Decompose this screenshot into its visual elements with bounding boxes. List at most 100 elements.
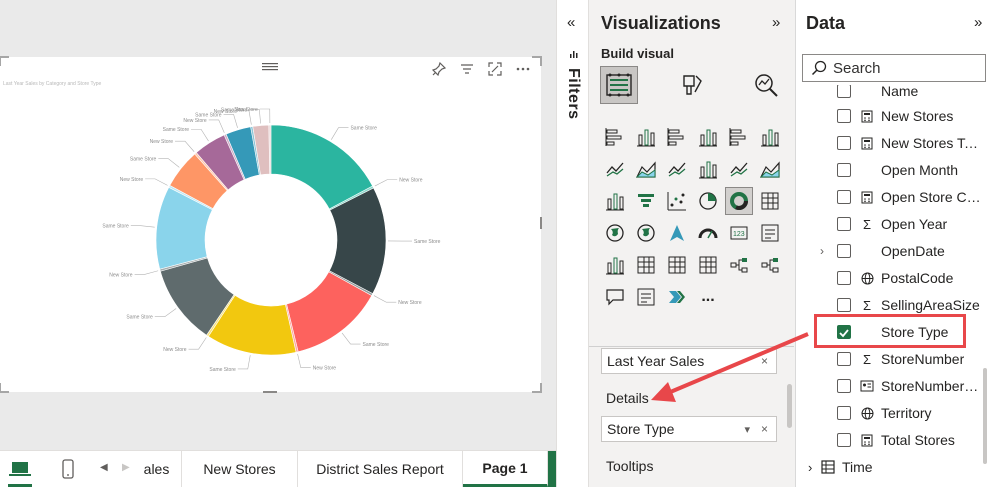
treemap-icon[interactable] (756, 187, 784, 215)
analytics-mode-button[interactable] (747, 66, 785, 104)
pin-icon[interactable] (431, 61, 447, 77)
format-visual-mode-button[interactable] (673, 66, 711, 104)
donut-chart-visual[interactable]: Last Year Sales by Category and Store Ty… (0, 56, 542, 393)
filter-icon[interactable] (459, 61, 475, 77)
field-storenumber[interactable]: Σ StoreNumber (796, 347, 986, 371)
field-checkbox[interactable] (837, 109, 851, 123)
expand-visualizations-icon[interactable]: » (772, 14, 781, 31)
map-icon[interactable] (601, 219, 629, 247)
details-field-chip[interactable]: Store Type ▾ × (601, 416, 777, 442)
field-postalcode[interactable]: PostalCode (796, 266, 986, 290)
gauge-icon[interactable] (694, 219, 722, 247)
power-automate-icon[interactable] (663, 283, 691, 311)
resize-handle-top-right[interactable] (532, 56, 542, 66)
clustered-column-icon[interactable] (694, 123, 722, 151)
stacked-column-icon[interactable] (632, 123, 660, 151)
donut-chart-icon[interactable] (725, 187, 753, 215)
field-name[interactable]: Name (796, 85, 986, 103)
field-checkbox[interactable] (837, 136, 851, 150)
remove-values-field-icon[interactable]: × (760, 354, 768, 368)
page-tab-store-sales[interactable]: ales (132, 451, 182, 487)
qa-icon[interactable] (601, 283, 629, 311)
resize-handle-bottom-left[interactable] (0, 383, 9, 393)
field-checkbox[interactable] (837, 244, 851, 258)
decomposition-tree-icon[interactable] (725, 251, 753, 279)
field-open-store-count[interactable]: Open Store Count (796, 185, 986, 209)
resize-handle-bottom-right[interactable] (532, 383, 542, 393)
donut-slice[interactable] (268, 124, 272, 175)
visualizations-scrollbar[interactable] (787, 384, 792, 428)
field-storenumbername[interactable]: StoreNumberName (796, 374, 986, 398)
field-sellingareasize[interactable]: Σ SellingAreaSize (796, 293, 986, 317)
key-influencers-icon[interactable] (756, 251, 784, 279)
remove-details-field-icon[interactable]: × (760, 422, 768, 436)
page-tab-district-sales-report[interactable]: District Sales Report (298, 451, 463, 487)
collapse-filters-icon[interactable]: « (567, 14, 576, 31)
field-checkbox[interactable] (837, 271, 851, 285)
field-expander-icon[interactable]: › (820, 244, 824, 258)
field-total-stores[interactable]: Total Stores (796, 428, 986, 452)
stacked-area-icon[interactable] (663, 155, 691, 183)
scatter-icon[interactable] (663, 187, 691, 215)
filters-pane-collapsed[interactable]: « Filters (556, 0, 589, 487)
field-checkbox[interactable] (837, 217, 851, 231)
field-checkbox[interactable] (837, 433, 851, 447)
tabs-scroll-right-icon[interactable]: ▶ (122, 462, 130, 473)
100-stacked-bar-icon[interactable] (725, 123, 753, 151)
resize-handle-right[interactable] (540, 217, 542, 229)
slicer-icon[interactable] (632, 251, 660, 279)
100-stacked-column-icon[interactable] (756, 123, 784, 151)
field-checkbox[interactable] (837, 406, 851, 420)
field-checkbox[interactable] (837, 352, 851, 366)
field-checkbox[interactable] (837, 379, 851, 393)
drag-grip-icon[interactable] (262, 62, 278, 71)
field-checkbox[interactable] (837, 190, 851, 204)
multi-row-card-icon[interactable] (756, 219, 784, 247)
ribbon-chart-icon[interactable] (756, 155, 784, 183)
kpi-icon[interactable] (601, 251, 629, 279)
table-time[interactable]: › Time (796, 456, 986, 478)
field-new-stores-target[interactable]: New Stores Target (796, 131, 986, 155)
funnel-icon[interactable] (632, 187, 660, 215)
page-tab-page-1[interactable]: Page 1 (463, 451, 548, 487)
card-icon[interactable]: 123 (725, 219, 753, 247)
waterfall-icon[interactable] (601, 187, 629, 215)
expand-data-icon[interactable]: » (974, 14, 983, 31)
more-visuals-icon[interactable]: ... (701, 288, 715, 305)
field-checkbox[interactable] (837, 298, 851, 312)
more-options-icon[interactable] (515, 61, 531, 77)
resize-handle-bottom[interactable] (263, 391, 277, 393)
stacked-bar-icon[interactable] (601, 123, 629, 151)
field-checkbox[interactable] (837, 325, 851, 339)
search-input[interactable]: Search (802, 54, 986, 82)
line-column-icon[interactable] (694, 155, 722, 183)
field-open-month[interactable]: Open Month (796, 158, 986, 182)
focus-mode-icon[interactable] (487, 61, 503, 77)
clustered-bar-icon[interactable] (663, 123, 691, 151)
data-scrollbar[interactable] (983, 368, 987, 464)
table-icon[interactable] (663, 251, 691, 279)
field-store-type[interactable]: Store Type (796, 320, 986, 344)
tabs-scroll-left-icon[interactable]: ◀ (100, 462, 108, 473)
chevron-down-icon[interactable]: ▾ (744, 423, 750, 436)
field-territory[interactable]: Territory (796, 401, 986, 425)
field-checkbox[interactable] (837, 163, 851, 177)
matrix-icon[interactable] (694, 251, 722, 279)
line-clustered-column-icon[interactable] (725, 155, 753, 183)
area-chart-icon[interactable] (632, 155, 660, 183)
values-field-chip[interactable]: Last Year Sales × (601, 348, 777, 374)
table-expander-icon[interactable]: › (808, 459, 813, 475)
field-opendate[interactable]: › OpenDate (796, 239, 986, 263)
build-visual-mode-button[interactable] (600, 66, 638, 104)
page-tab-new-stores[interactable]: New Stores (182, 451, 298, 487)
smart-narrative-icon[interactable] (632, 283, 660, 311)
field-new-stores[interactable]: New Stores (796, 104, 986, 128)
mobile-layout-icon[interactable] (56, 457, 80, 481)
line-chart-icon[interactable] (601, 155, 629, 183)
filled-map-icon[interactable] (632, 219, 660, 247)
field-checkbox[interactable] (837, 85, 851, 98)
pie-chart-icon[interactable] (694, 187, 722, 215)
field-open-year[interactable]: Σ Open Year (796, 212, 986, 236)
resize-handle-top-left[interactable] (0, 56, 9, 66)
desktop-layout-icon[interactable] (8, 457, 32, 487)
